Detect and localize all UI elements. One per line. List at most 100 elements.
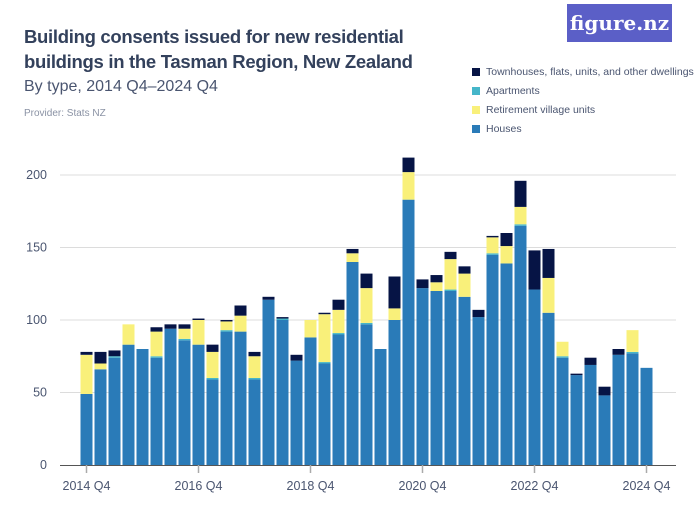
x-tick-label: 2022 Q4 [511, 479, 559, 493]
bar-segment-townhouses [402, 157, 415, 173]
bar-segment-retirement [388, 308, 401, 320]
y-tick-label: 100 [26, 313, 47, 327]
bar-segment-retirement [234, 315, 247, 332]
bar-segment-apartments [332, 333, 345, 335]
bar-segment-townhouses [248, 351, 261, 357]
bar-segment-townhouses [388, 276, 401, 309]
bar-segment-houses [150, 357, 163, 465]
x-tick-label: 2018 Q4 [287, 479, 335, 493]
bar-segment-retirement [94, 363, 107, 370]
bar-segment-houses [94, 369, 107, 465]
bar-segment-houses [388, 320, 401, 465]
bar-segment-houses [318, 363, 331, 465]
bar-segment-townhouses [164, 324, 177, 329]
x-tick-label: 2016 Q4 [175, 479, 223, 493]
legend-label: Apartments [486, 84, 540, 97]
legend-label: Houses [486, 122, 522, 135]
bar-segment-townhouses [276, 317, 289, 319]
y-tick-label: 50 [33, 386, 47, 400]
bar-segment-houses [206, 379, 219, 465]
bar-segment-apartments [178, 338, 191, 341]
bar-segment-townhouses [332, 299, 345, 310]
chart-title: Building consents issued for new residen… [24, 26, 413, 72]
bar-segment-houses [416, 288, 429, 465]
bar-segment-houses [612, 354, 625, 465]
bar-segment-apartments [444, 289, 457, 291]
bar-segment-houses [444, 291, 457, 465]
bar-segment-houses [458, 296, 471, 465]
bar-segment-houses [290, 360, 303, 465]
bar-segment-retirement [542, 277, 555, 313]
bar-segment-retirement [500, 246, 513, 264]
legend-swatch [472, 105, 480, 114]
bar-segment-houses [108, 357, 121, 465]
bar-segment-retirement [122, 324, 135, 345]
bar-segment-apartments [206, 378, 219, 380]
bar-segment-houses [178, 340, 191, 465]
bar-segment-retirement [430, 282, 443, 291]
bar-segment-townhouses [108, 350, 121, 357]
bar-segment-retirement [402, 172, 415, 200]
legend-swatch [472, 124, 480, 133]
bar-segment-retirement [486, 237, 499, 254]
bar-segment-houses [234, 331, 247, 465]
legend-swatch [472, 67, 480, 76]
bar-segment-houses [514, 225, 527, 465]
bar-segment-townhouses [290, 354, 303, 361]
bar-segment-apartments [486, 253, 499, 255]
legend-item-apartments: Apartments [472, 81, 694, 100]
bar-segment-apartments [360, 322, 373, 325]
bar-segment-apartments [150, 356, 163, 358]
bar-segment-retirement [332, 309, 345, 334]
bar-segment-townhouses [360, 273, 373, 289]
bar-segment-apartments [626, 351, 639, 354]
bar-segment-houses [542, 312, 555, 465]
bar-segment-townhouses [472, 309, 485, 318]
bar-segment-townhouses [318, 312, 331, 315]
bar-segment-retirement [206, 351, 219, 378]
bar-segment-townhouses [458, 266, 471, 274]
bar-segment-apartments [318, 362, 331, 364]
bar-segment-houses [164, 328, 177, 465]
bar-segment-townhouses [94, 351, 107, 364]
bar-segment-retirement [80, 354, 93, 394]
bar-segment-retirement [626, 330, 639, 352]
figure-nz-logo[interactable]: figure.nz [567, 4, 672, 42]
bar-segment-retirement [444, 259, 457, 290]
legend-item-retirement: Retirement village units [472, 100, 694, 119]
x-tick-label: 2024 Q4 [623, 479, 671, 493]
bar-segment-houses [528, 289, 541, 465]
bar-segment-apartments [108, 356, 121, 358]
bar-segment-townhouses [528, 250, 541, 290]
legend-label: Townhouses, flats, units, and other dwel… [486, 65, 694, 78]
bar-segment-apartments [276, 318, 289, 320]
provider-label: Provider: Stats NZ [24, 108, 106, 119]
x-tick-label: 2020 Q4 [399, 479, 447, 493]
bar-segment-houses [556, 357, 569, 465]
logo-text: figure.nz [569, 11, 670, 35]
bar-segment-retirement [514, 206, 527, 225]
bar-segment-houses [640, 367, 653, 465]
bar-segment-houses [430, 291, 443, 465]
bar-segment-townhouses [206, 344, 219, 352]
legend-item-houses: Houses [472, 119, 694, 138]
bar-segment-houses [122, 344, 135, 465]
bar-segment-houses [80, 393, 93, 465]
bar-segment-townhouses [262, 296, 275, 300]
bar-segment-houses [262, 299, 275, 465]
x-tick-label: 2014 Q4 [63, 479, 111, 493]
bar-segment-houses [472, 317, 485, 465]
bar-segment-retirement [346, 253, 359, 262]
bar-segment-houses [402, 199, 415, 465]
bar-segment-townhouses [584, 357, 597, 365]
bar-segment-retirement [248, 356, 261, 378]
y-tick-label: 150 [26, 241, 47, 255]
bar-segment-townhouses [500, 233, 513, 247]
bar-segment-houses [570, 375, 583, 465]
bar-segment-houses [598, 395, 611, 465]
y-tick-label: 0 [40, 458, 47, 472]
bar-segment-townhouses [598, 386, 611, 396]
bar-segment-townhouses [570, 373, 583, 376]
bar-segment-townhouses [192, 318, 205, 320]
